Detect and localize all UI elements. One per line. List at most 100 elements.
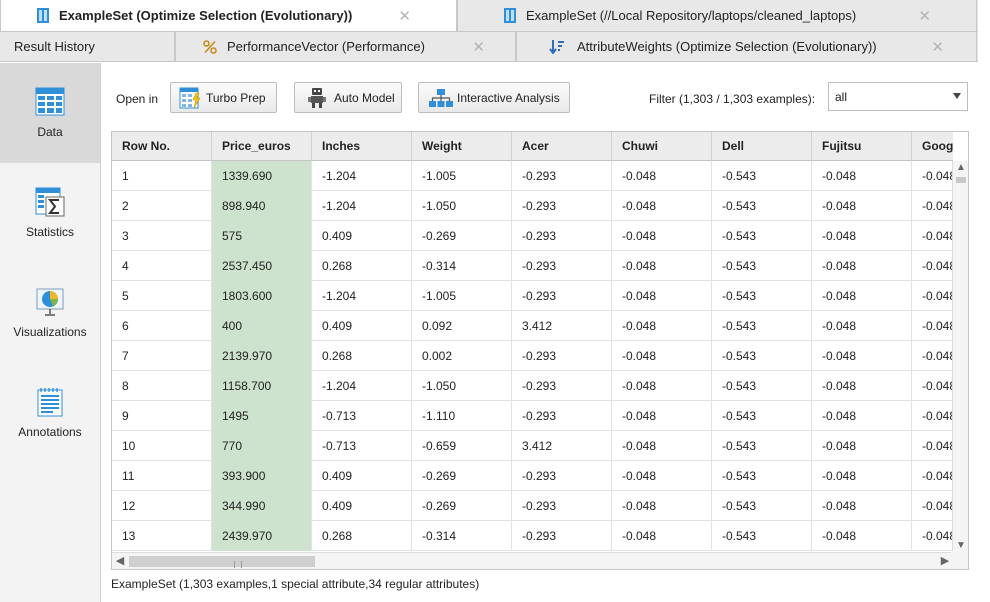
table-cell: -0.048 (612, 431, 712, 461)
table-row[interactable]: 4 2537.450 0.268 -0.314 -0.293 -0.048 -0.543 -0… (112, 251, 953, 281)
table-row[interactable]: 11 393.900 0.409 -0.269 -0.293 -0.048 -0.543 -0… (112, 461, 953, 491)
table-cell: -0.048 (812, 161, 912, 191)
table-cell: -1.110 (412, 401, 512, 431)
table-cell: -0.293 (512, 341, 612, 371)
table-row[interactable]: 2 898.940 -1.204 -1.050 -0.293 -0.048 -0.543 -0… (112, 191, 953, 221)
table-row[interactable]: 8 1158.700 -1.204 -1.050 -0.293 -0.048 -0.543-… (112, 371, 953, 401)
auto-model-button[interactable]: Auto Model (294, 82, 402, 113)
table-cell: 1803.600 (212, 281, 312, 311)
table-cell: 1495 (212, 401, 312, 431)
column-header[interactable]: Dell (712, 132, 812, 161)
sidebar-item-label: Visualizations (13, 325, 87, 339)
table-cell: -0.293 (512, 521, 612, 551)
table-cell: -0.543 (712, 371, 812, 401)
column-header[interactable]: Google (912, 132, 953, 161)
tab-attribute-weights[interactable]: AttributeWeights (Optimize Selection (Ev… (516, 32, 977, 61)
table-cell: 2 (112, 191, 212, 221)
exampleset-icon (504, 8, 516, 23)
table-cell: 0.268 (312, 521, 412, 551)
horizontal-scrollbar[interactable]: ◀ ▶ (112, 552, 953, 569)
table-row[interactable]: 10 770 -0.713 -0.659 3.412 -0.048 -0.543 -0.048… (112, 431, 953, 461)
filter-label: Filter (1,303 / 1,303 examples): (649, 92, 816, 106)
data-table[interactable]: Row No. Price_euros Inches Weight Acer Chuwi D… (111, 131, 969, 570)
table-row[interactable]: 9 1495 -0.713 -1.110 -0.293 -0.048 -0.543 -0.04… (112, 401, 953, 431)
table-cell: -0.314 (412, 521, 512, 551)
sidebar-item-annotations[interactable]: Annotations (0, 363, 100, 463)
sidebar-item-label: Data (37, 125, 63, 139)
table-row[interactable]: 12 344.990 0.409 -0.269 -0.293 -0.048 -0.543 -0… (112, 491, 953, 521)
table-cell: -0.048 (612, 491, 712, 521)
table-row[interactable]: 6 400 0.409 0.092 3.412 -0.048 -0.543 -0.048 -0.… (112, 311, 953, 341)
column-header[interactable]: Chuwi (612, 132, 712, 161)
table-cell: 3 (112, 221, 212, 251)
table-cell: 3.412 (512, 431, 612, 461)
table-row[interactable]: 7 2139.970 0.268 0.002 -0.293 -0.048 -0.543 -0.… (112, 341, 953, 371)
table-cell: -0.293 (512, 221, 612, 251)
horizontal-scroll-thumb[interactable] (129, 556, 315, 568)
turbo-prep-button[interactable]: Turbo Prep (170, 82, 277, 113)
chevron-down-icon (953, 93, 961, 99)
vertical-scrollbar[interactable]: ▲ ▼ (952, 161, 968, 553)
table-header: Row No. Price_euros Inches Weight Acer Chuwi D… (112, 132, 953, 161)
table-cell: 8 (112, 371, 212, 401)
tab-performance-vector[interactable]: PerformanceVector (Performance) ✕ (175, 32, 516, 61)
table-cell: -0.048 (612, 221, 712, 251)
view-sidebar: Data Statistics Visualizations (0, 63, 101, 602)
tab-exampleset-optimize[interactable]: ExampleSet (Optimize Selection (Evolutio… (0, 0, 457, 31)
sidebar-item-data[interactable]: Data (0, 63, 100, 163)
sidebar-item-statistics[interactable]: Statistics (0, 163, 100, 263)
column-header[interactable]: Inches (312, 132, 412, 161)
table-row[interactable]: 13 2439.970 0.268 -0.314 -0.293 -0.048 -0.543-… (112, 521, 953, 551)
table-cell: -0.048 (812, 371, 912, 401)
table-cell: -0.048 (812, 311, 912, 341)
table-cell: -0.048 (812, 251, 912, 281)
table-cell: 0.268 (312, 251, 412, 281)
interactive-analysis-label: Interactive Analysis (457, 90, 560, 105)
close-icon[interactable]: ✕ (931, 38, 944, 56)
scroll-down-icon[interactable]: ▼ (956, 540, 966, 551)
scroll-right-icon[interactable]: ▶ (940, 555, 950, 567)
table-row[interactable]: 5 1803.600 -1.204 -1.005 -0.293 -0.048 -0.543-… (112, 281, 953, 311)
tab-exampleset-local[interactable]: ExampleSet (//Local Repository/laptops/c… (457, 0, 977, 31)
close-icon[interactable]: ✕ (472, 38, 485, 56)
table-row[interactable]: 1 1339.690 -1.204 -1.005 -0.293 -0.048 -0.543-… (112, 161, 953, 191)
table-cell: -0.048 (612, 401, 712, 431)
table-cell: -0.293 (512, 191, 612, 221)
data-view: Open in Turbo Prep Auto Model (101, 63, 978, 602)
table-cell: -0.543 (712, 161, 812, 191)
table-cell: -0.543 (712, 521, 812, 551)
sigma-icon (35, 187, 65, 217)
vertical-scroll-thumb[interactable] (956, 177, 966, 183)
column-header[interactable]: Weight (412, 132, 512, 161)
table-cell: -0.048 (812, 431, 912, 461)
robot-icon (308, 87, 326, 109)
sort-weights-icon (549, 39, 565, 54)
close-icon[interactable]: ✕ (398, 7, 411, 25)
column-header[interactable]: Fujitsu (812, 132, 912, 161)
table-cell: -1.050 (412, 371, 512, 401)
close-icon[interactable]: ✕ (918, 7, 931, 25)
table-cell: -0.293 (512, 281, 612, 311)
scroll-left-icon[interactable]: ◀ (115, 555, 125, 567)
table-cell: -0.048 (612, 281, 712, 311)
table-cell: 2139.970 (212, 341, 312, 371)
table-cell: -0.048 (612, 521, 712, 551)
table-cell: -0.543 (712, 401, 812, 431)
table-cell: -0.048 (912, 191, 953, 221)
table-cell: 575 (212, 221, 312, 251)
table-cell: -0.269 (412, 221, 512, 251)
column-header[interactable]: Price_euros (212, 132, 312, 161)
sidebar-item-label: Annotations (18, 425, 82, 439)
tab-result-history[interactable]: Result History (0, 32, 175, 61)
table-cell: -0.048 (612, 311, 712, 341)
table-cell: -1.005 (412, 281, 512, 311)
table-cell: 0.268 (312, 341, 412, 371)
filter-select[interactable]: all (828, 82, 968, 111)
column-header[interactable]: Row No. (112, 132, 212, 161)
column-header[interactable]: Acer (512, 132, 612, 161)
scroll-up-icon[interactable]: ▲ (956, 162, 966, 173)
sidebar-item-visualizations[interactable]: Visualizations (0, 263, 100, 363)
percent-icon (203, 39, 217, 54)
table-row[interactable]: 3 575 0.409 -0.269 -0.293 -0.048 -0.543 -0.048-… (112, 221, 953, 251)
interactive-analysis-button[interactable]: Interactive Analysis (418, 82, 570, 113)
